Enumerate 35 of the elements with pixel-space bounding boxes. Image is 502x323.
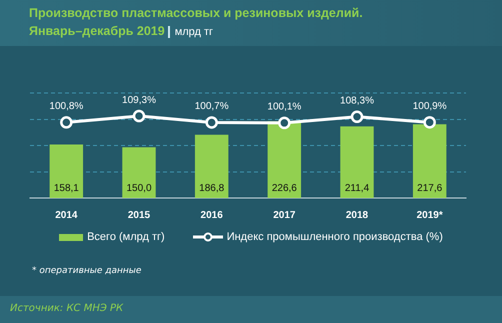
bar bbox=[122, 147, 156, 198]
data-label: 150,0 bbox=[126, 182, 152, 194]
data-label: 186,8 bbox=[199, 182, 225, 194]
x-tick-label: 2014 bbox=[55, 210, 78, 221]
data-label: 211,4 bbox=[344, 182, 370, 194]
data-label: 226,6 bbox=[272, 182, 298, 194]
data-label: 100,1% bbox=[267, 102, 302, 113]
bar bbox=[50, 144, 84, 198]
data-label: 158,1 bbox=[54, 182, 80, 194]
x-tick-label: 2018 bbox=[346, 210, 369, 221]
legend-label: Индекс промышленного производства (%) bbox=[226, 231, 443, 243]
bar bbox=[340, 126, 374, 198]
chart-subtitle: млрд тг bbox=[168, 26, 214, 38]
text: Источник: КС МНЭ РК bbox=[10, 303, 124, 314]
x-tick-label: 2015 bbox=[128, 210, 151, 221]
data-label: 109,3% bbox=[122, 94, 156, 106]
point bbox=[132, 110, 146, 122]
point bbox=[205, 116, 218, 129]
data-label: 100,8% bbox=[49, 101, 84, 112]
legend-label: Всего (млрд тг) bbox=[87, 231, 165, 243]
point bbox=[423, 116, 436, 129]
bar bbox=[412, 124, 446, 198]
text: * оперативные данные bbox=[32, 266, 142, 276]
x-tick-label: 2016 bbox=[200, 210, 224, 221]
bar bbox=[268, 121, 302, 198]
data-label: 108,3% bbox=[340, 96, 374, 107]
data-label: 217,6 bbox=[417, 182, 443, 194]
point bbox=[278, 116, 291, 130]
x-tick-label: 2019* bbox=[416, 210, 443, 221]
data-label: 100,9% bbox=[412, 101, 447, 112]
bar bbox=[194, 134, 228, 198]
x-tick-label: 2017 bbox=[273, 210, 296, 221]
point bbox=[350, 110, 364, 124]
data-label: 100,7% bbox=[194, 101, 229, 112]
point bbox=[60, 116, 73, 129]
